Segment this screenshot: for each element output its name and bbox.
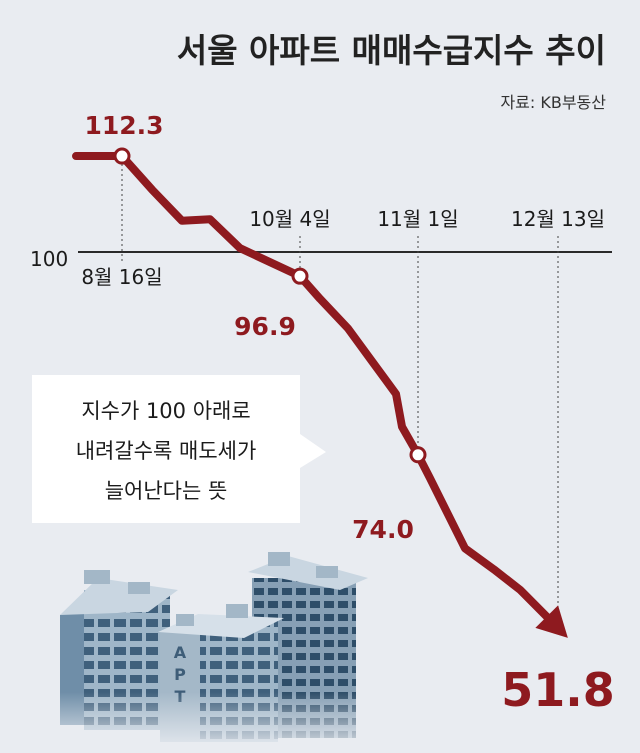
value-labels: 112.3 96.9 74.0 51.8 — [84, 111, 614, 717]
marker-0 — [113, 147, 131, 165]
value-label-2: 74.0 — [352, 515, 414, 544]
value-label-3: 51.8 — [501, 663, 615, 717]
date-label-0: 8월 16일 — [81, 265, 162, 289]
date-label-2: 11월 1일 — [377, 207, 458, 231]
arrow-head — [535, 605, 568, 638]
buildings-illustration: APT — [0, 552, 640, 753]
marker-1 — [291, 267, 309, 285]
annotation-line-1: 지수가 100 아래로 — [81, 399, 250, 423]
series-line — [72, 152, 554, 624]
baseline-label: 100 — [30, 247, 68, 271]
value-label-1: 96.9 — [234, 312, 296, 341]
annotation-line-2: 내려갈수록 매도세가 — [76, 439, 257, 463]
annotation-line-3: 늘어난다는 뜻 — [105, 479, 228, 503]
value-label-0: 112.3 — [84, 111, 163, 140]
series-markers — [113, 147, 427, 464]
date-label-1: 10월 4일 — [249, 207, 330, 231]
date-guide-lines — [121, 164, 559, 620]
annotation-box: 지수가 100 아래로 내려갈수록 매도세가 늘어난다는 뜻 — [32, 375, 326, 523]
marker-2 — [409, 446, 427, 464]
date-labels: 8월 16일 10월 4일 11월 1일 12월 13일 — [81, 207, 605, 289]
chart-source: 자료: KB부동산 — [500, 93, 606, 112]
chart-title: 서울 아파트 매매수급지수 추이 — [177, 31, 606, 70]
date-label-3: 12월 13일 — [511, 207, 605, 231]
